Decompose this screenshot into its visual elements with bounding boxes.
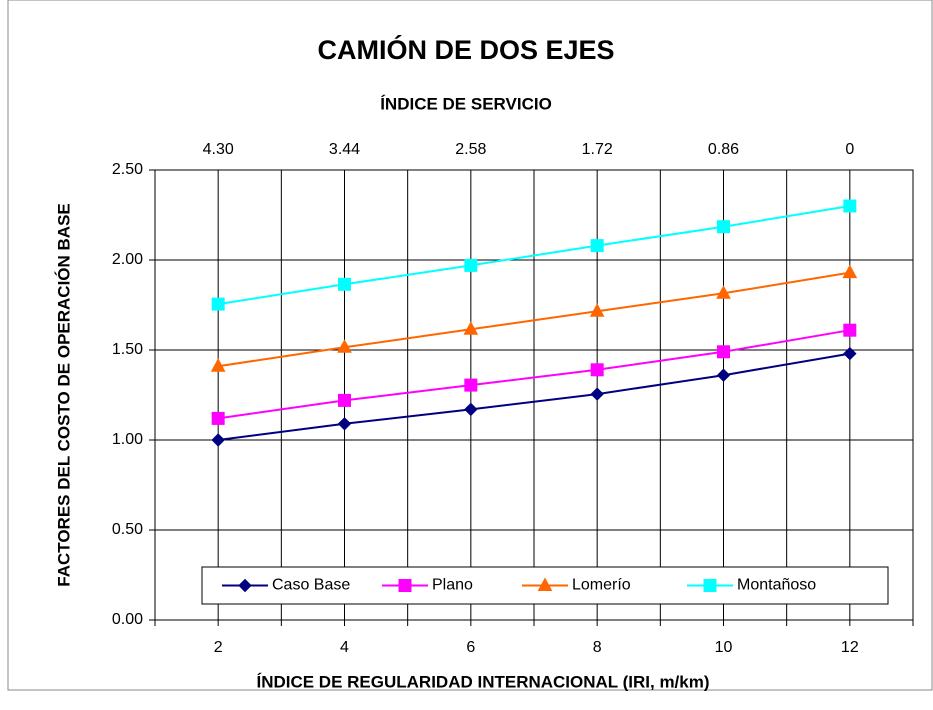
marker <box>717 220 730 234</box>
x2-tick-label: 0 <box>845 141 854 158</box>
marker <box>843 323 857 337</box>
y-tick-label: 0.00 <box>112 611 143 628</box>
series-line <box>218 205 850 306</box>
legend-label: Caso Base <box>272 577 350 594</box>
x2-tick-label: 3.44 <box>329 141 360 158</box>
y-tick-label: 1.00 <box>112 431 143 448</box>
marker <box>843 199 857 213</box>
marker <box>464 378 478 392</box>
x2-axis-label: ÍNDICE DE SERVICIO <box>380 94 552 113</box>
x-tick-label: 2 <box>214 639 223 656</box>
y-axis-label: FACTORES DEL COSTO DE OPERACIÓN BASE <box>54 203 73 587</box>
marker <box>842 264 858 279</box>
x-tick-label: 6 <box>466 639 475 656</box>
x-tick-label: 8 <box>593 639 602 656</box>
legend-marker <box>238 578 252 593</box>
marker <box>717 345 730 359</box>
marker <box>590 363 604 377</box>
x-tick-label: 10 <box>715 639 733 656</box>
series-line <box>218 352 851 441</box>
x-tick-label: 4 <box>340 639 349 656</box>
x2-tick-label: 0.86 <box>708 141 739 158</box>
y-tick-label: 2.00 <box>112 251 143 268</box>
legend-marker <box>703 579 717 592</box>
legend-label: Lomerío <box>572 577 631 594</box>
x-axis-label: ÍNDICE DE REGULARIDAD INTERNACIONAL (IRI… <box>256 672 709 691</box>
marker <box>338 277 351 291</box>
series-line <box>218 329 851 420</box>
marker <box>464 258 478 272</box>
x2-tick-label: 1.72 <box>582 141 613 158</box>
y-tick-label: 0.50 <box>112 521 143 538</box>
marker <box>337 417 352 431</box>
marker <box>211 297 225 311</box>
marker <box>211 433 225 447</box>
legend-label: Montañoso <box>737 577 816 594</box>
marker <box>337 339 352 353</box>
marker <box>463 321 479 335</box>
x2-tick-label: 4.30 <box>203 141 234 158</box>
marker <box>211 411 225 425</box>
marker <box>464 402 478 417</box>
marker <box>210 358 226 372</box>
marker <box>589 303 605 317</box>
x-tick-label: 12 <box>841 639 859 656</box>
x2-tick-label: 2.58 <box>455 141 486 158</box>
chart-title: CAMIÓN DE DOS EJES <box>317 34 614 65</box>
marker <box>590 239 604 253</box>
y-tick-label: 2.50 <box>112 161 143 178</box>
legend-label: Plano <box>432 577 473 594</box>
y-tick-label: 1.50 <box>112 341 143 358</box>
marker <box>338 393 351 407</box>
legend-marker <box>398 579 412 592</box>
marker <box>716 285 731 299</box>
legend-marker <box>537 577 553 591</box>
series-line <box>218 271 850 368</box>
marker <box>843 346 857 361</box>
marker <box>716 368 731 382</box>
marker <box>590 387 604 401</box>
